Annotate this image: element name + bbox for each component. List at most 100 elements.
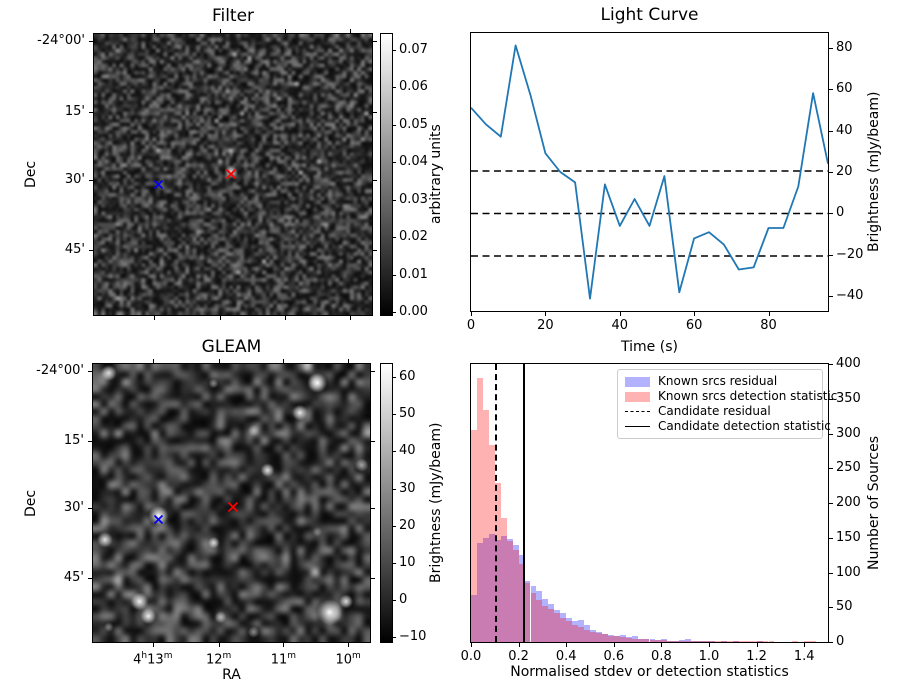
residual-patch-swatch: [625, 376, 650, 387]
histogram-bin: [601, 633, 608, 642]
light-curve-plot: [470, 32, 829, 312]
colorbar-tick-label: 30: [399, 480, 416, 496]
candidate-residual-line: [494, 364, 497, 642]
histogram-bin: [488, 444, 495, 642]
histogram-bin: [512, 549, 519, 642]
x-tick: [709, 643, 710, 647]
histogram-bin: [601, 634, 608, 642]
y-tick: [89, 179, 93, 181]
x-tick: [218, 359, 220, 363]
x-tick: [220, 316, 222, 320]
detection-histogram: [471, 364, 828, 642]
histogram-bin: [732, 640, 739, 642]
colorbar-tick: [393, 274, 396, 276]
y-tick-label: −40: [836, 288, 864, 304]
x-marker-icon: [225, 168, 237, 179]
x-tick-label: 1.4: [793, 649, 815, 664]
histogram-bin: [661, 639, 668, 642]
x-tick: [218, 643, 220, 647]
y-tick: [829, 398, 833, 400]
filter-sky-map: [93, 33, 373, 316]
colorbar-tick: [393, 87, 396, 89]
histogram-bin: [524, 582, 531, 642]
y-tick-label: 30': [64, 171, 85, 187]
y-tick: [88, 508, 92, 510]
colorbar-tick: [393, 599, 396, 601]
y-tick-label: 250: [836, 460, 861, 476]
histogram-bin: [703, 641, 709, 642]
histogram-bin: [738, 641, 745, 642]
histogram-bin: [631, 636, 638, 642]
histogram-bin: [518, 564, 525, 642]
y-tick: [373, 179, 377, 181]
histogram-bin: [530, 586, 537, 642]
histogram-bin: [661, 639, 668, 642]
colorbar-tick: [393, 525, 396, 527]
x-marker-icon: [153, 179, 164, 189]
colorbar-tick-label: 0.05: [399, 116, 428, 132]
colorbar-tick: [393, 49, 396, 51]
colorbar-tick: [393, 312, 396, 314]
y-tick: [89, 111, 93, 113]
histogram-bin: [697, 640, 704, 642]
histogram-bin: [518, 555, 525, 642]
x-tick-label: 0.0: [460, 649, 482, 664]
y-tick-label: 300: [836, 425, 861, 441]
x-tick: [613, 643, 615, 647]
y-tick: [371, 370, 375, 372]
filter-title: Filter: [211, 6, 255, 26]
y-tick: [829, 572, 833, 574]
histogram-bin: [548, 609, 555, 642]
histogram-bin: [673, 640, 680, 642]
histogram-bin: [804, 640, 811, 642]
histogram-bin: [649, 638, 656, 642]
histogram-bin: [613, 636, 620, 642]
colorbar-tick: [393, 377, 396, 379]
light-curve-x-axis-label: Time (s): [621, 339, 678, 355]
histogram-bin: [590, 631, 596, 642]
histogram-bin: [720, 640, 727, 642]
candidate-detection-statistic-line: [523, 364, 526, 642]
histogram-bin: [643, 639, 650, 642]
colorbar-tick: [393, 637, 396, 639]
x-tick: [154, 316, 156, 320]
y-tick: [829, 364, 833, 365]
y-tick-label: 350: [836, 390, 861, 406]
y-tick: [829, 607, 833, 609]
x-tick-label: 0: [466, 318, 476, 333]
colorbar-tick: [393, 124, 396, 126]
histogram-bin: [584, 629, 590, 642]
x-tick-label: 60: [685, 318, 703, 333]
y-tick-label: −20: [836, 246, 864, 262]
x-tick: [694, 312, 696, 316]
gleam-sky-map: [92, 363, 371, 643]
legend: Known srcs residual Known srcs detection…: [617, 369, 837, 439]
histogram-bin: [542, 605, 549, 642]
colorbar-tick-label: 0.04: [399, 154, 428, 170]
candidate-position-x-marker: [227, 498, 239, 517]
colorbar-tick-label: 0.02: [399, 229, 428, 245]
y-tick-label: 80: [836, 39, 853, 55]
histogram-bin: [679, 640, 686, 642]
histogram-bin: [768, 641, 775, 642]
histogram-bin: [482, 537, 489, 642]
histogram-bin: [619, 635, 626, 642]
histogram-bin: [607, 635, 614, 642]
histogram-bin: [530, 593, 537, 642]
x-tick: [768, 312, 770, 316]
x-tick: [285, 29, 287, 33]
x-tick: [283, 643, 285, 647]
y-tick: [829, 468, 833, 470]
comparison-position-x-marker: [153, 175, 164, 194]
colorbar-tick-label: 20: [399, 517, 416, 533]
legend-label: Candidate detection statistic: [658, 419, 831, 433]
histogram-bin: [590, 629, 596, 642]
gleam-noise-image: [93, 364, 370, 642]
y-tick-label: 60: [836, 81, 853, 96]
histogram-bin: [476, 377, 483, 642]
y-tick: [829, 296, 833, 298]
y-tick-label: 15': [63, 433, 84, 449]
histogram-bin: [631, 638, 638, 642]
histogram-bin: [619, 637, 626, 642]
histogram-bin: [726, 641, 733, 642]
